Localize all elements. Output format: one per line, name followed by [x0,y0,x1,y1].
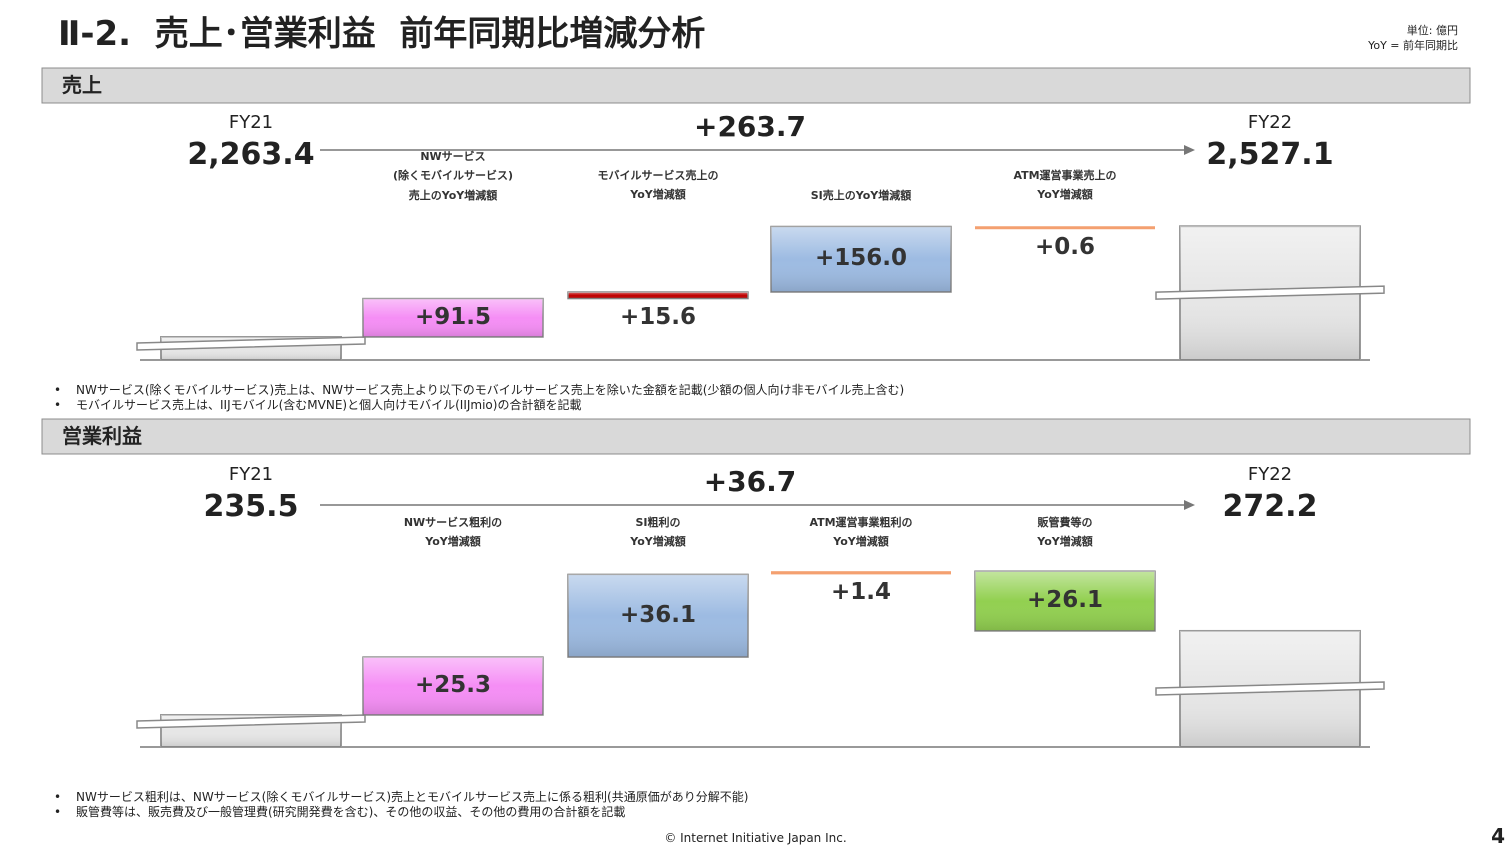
note: モバイルサービス売上は、IIJモバイル(含むMVNE)と個人向けモバイル(IIJ… [76,398,582,412]
category-label: NWサービス (除くモバイルサービス) 売上のYoY増減額 [392,150,514,202]
category-label: FY21 [228,464,274,485]
section-bar [41,418,1471,455]
bar-shine [568,292,748,299]
value-label: +0.6 [1034,234,1095,261]
value-label: +15.6 [619,303,697,330]
bullet: • [54,790,62,804]
axis-break [136,714,366,729]
bar-shine [771,226,951,293]
category-label: FY22 [1247,464,1293,485]
unit-note: 単位: 億円 [1406,24,1458,37]
bar-shine [363,298,543,337]
value-label: 2,263.4 [187,137,315,172]
bar-shine [363,657,543,715]
section-bar [41,67,1471,104]
category-label: モバイルサービス売上の YoY増減額 [597,169,719,202]
value-label: +25.3 [414,672,492,699]
arrow-head [1184,500,1195,510]
value-label: +36.1 [619,601,697,628]
note: NWサービス(除くモバイルサービス)売上は、NWサービス売上より以下のモバイルサ… [76,383,905,397]
bullet: • [54,398,62,412]
value-label: +1.4 [830,579,891,606]
axis-break [1155,681,1385,696]
bar-shine [568,574,748,658]
category-label: SI粗利の YoY増減額 [630,516,686,549]
yoy-note: YoY = 前年同期比 [1368,39,1458,52]
category-label: SI売上のYoY増減額 [810,189,912,202]
value-label: 2,527.1 [1206,137,1334,172]
arrow-head [1184,145,1195,155]
note: NWサービス粗利は、NWサービス(除くモバイルサービス)売上とモバイルサービス売… [76,790,749,804]
axis-break [136,336,366,351]
section-title: 売上 [62,73,102,97]
bar-shine [975,571,1155,631]
category-label: ATM運営事業売上の YoY増減額 [1013,169,1117,202]
page-title: Ⅱ-2. 売上･営業利益 前年同期比増減分析 [58,14,706,54]
page-number: 4 [1491,824,1505,848]
category-label: NWサービス粗利の YoY増減額 [403,516,503,549]
value-label: +91.5 [414,303,492,330]
category-label: ATM運営事業粗利の YoY増減額 [809,516,913,549]
copyright: © Internet Initiative Japan Inc. [664,831,847,845]
category-label: FY21 [228,112,274,133]
axis-break [1155,285,1385,300]
bar [975,226,1155,230]
bullet: • [54,805,62,819]
value-label: +156.0 [814,245,908,272]
bar [771,571,951,575]
bullet: • [54,383,62,397]
value-label: +26.1 [1026,587,1104,614]
total-label: +263.7 [693,110,807,143]
note: 販管費等は、販売費及び一般管理費(研究開発費を含む)、その他の収益、その他の費用… [76,805,626,819]
section-title: 営業利益 [62,424,142,448]
category-label: 販管費等の YoY増減額 [1037,516,1093,549]
value-label: 235.5 [203,489,299,524]
category-label: FY22 [1247,112,1293,133]
total-label: +36.7 [703,465,797,498]
value-label: 272.2 [1222,489,1318,524]
